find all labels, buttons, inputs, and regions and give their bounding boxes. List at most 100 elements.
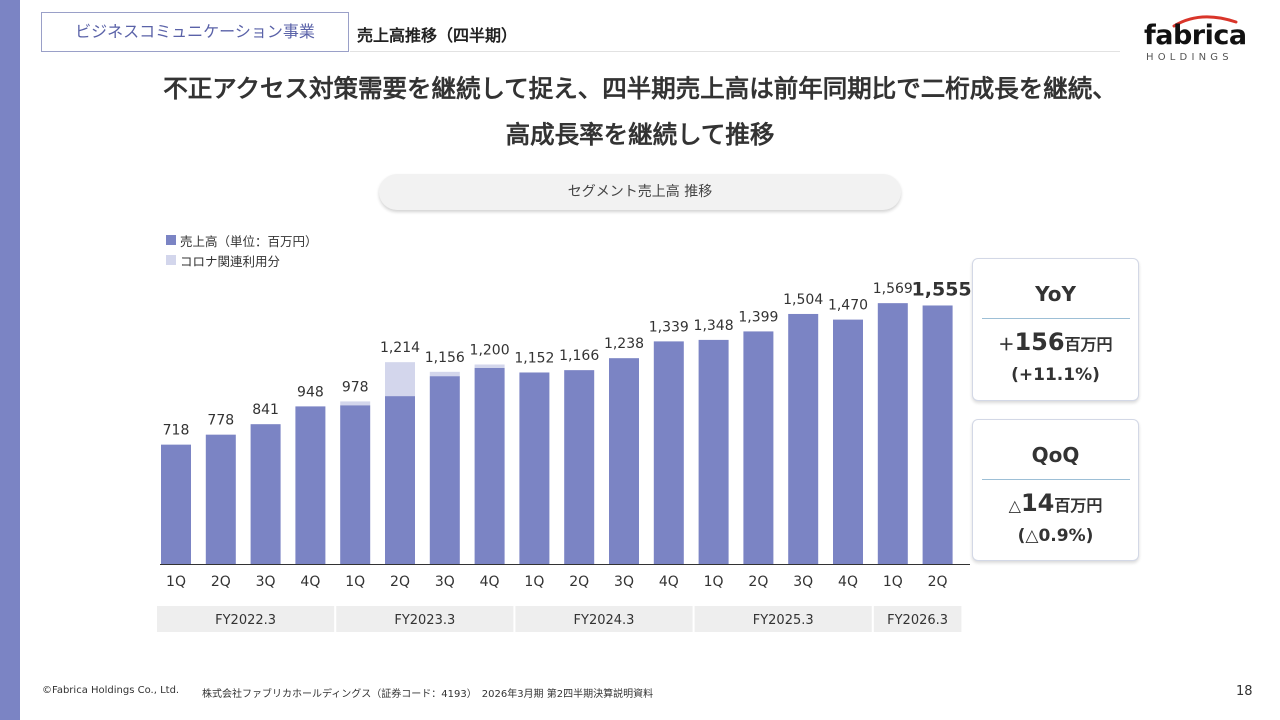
x-tick-label: 3Q (435, 574, 455, 590)
bar-revenue (340, 405, 371, 564)
revenue-bar-chart: 718 1Q 778 2Q 841 3Q 948 4Q 978 1Q 1,214 2Q 1,156 3Q 1… (157, 278, 972, 632)
bar-revenue (743, 331, 774, 564)
logo-arc-icon (1172, 15, 1238, 28)
kpi-qoq-number: 14 (1020, 489, 1055, 517)
bar-value-label: 1,569 (873, 281, 913, 297)
legend-swatch-revenue (166, 235, 176, 245)
fiscal-year-label: FY2026.3 (887, 613, 948, 628)
kpi-yoy-unit: 百万円 (1064, 335, 1113, 354)
bar-value-label: 1,152 (514, 350, 554, 366)
bar-revenue (653, 341, 684, 564)
bar-revenue (161, 444, 191, 564)
bar-value-label: 1,214 (380, 340, 420, 356)
kpi-qoq-value: △14百万円 (973, 488, 1138, 518)
bar-value-label: 1,470 (828, 298, 868, 314)
headline-line-2: 高成長率を継続して推移 (505, 120, 775, 149)
x-tick-label: 1Q (704, 574, 724, 590)
fiscal-year-label: FY2023.3 (394, 613, 455, 628)
bar-revenue (474, 367, 505, 564)
bar-revenue (877, 303, 908, 564)
kpi-qoq-prefix: △ (1008, 496, 1021, 515)
legend-swatch-corona (166, 255, 176, 265)
fiscal-year-band (515, 606, 693, 632)
kpi-yoy-number: 156 (1014, 328, 1065, 356)
bar-revenue (698, 339, 729, 564)
x-tick-label: 4Q (659, 574, 679, 590)
page-topic: 売上高推移（四半期） (357, 26, 518, 45)
bar-revenue (519, 372, 550, 564)
x-tick-label: 3Q (614, 574, 634, 590)
bar-corona (474, 364, 505, 368)
bar-revenue (609, 358, 639, 564)
x-tick-label: 3Q (256, 574, 276, 590)
x-tick-label: 2Q (390, 574, 410, 590)
bar-value-label: 778 (207, 413, 234, 429)
fiscal-year-band (336, 606, 514, 632)
bar-value-label: 1,339 (649, 319, 689, 335)
kpi-card-qoq: QoQ △14百万円 (△0.9%) (972, 419, 1139, 561)
header-divider (350, 51, 1120, 52)
x-tick-label: 2Q (211, 574, 231, 590)
bar-revenue (295, 406, 326, 564)
bar-corona (340, 401, 371, 406)
x-tick-label: 1Q (166, 574, 186, 590)
x-tick-label: 1Q (345, 574, 365, 590)
x-tick-label: 4Q (480, 574, 500, 590)
company-logo: fabrica HOLDINGS (1144, 10, 1247, 63)
x-tick-label: 4Q (838, 574, 858, 590)
bar-revenue (385, 396, 415, 564)
fiscal-year-band (694, 606, 872, 632)
x-tick-label: 1Q (524, 574, 544, 590)
footer-copyright: ©Fabrica Holdings Co., Ltd. (42, 685, 180, 696)
logo-wordmark: fabrica (1144, 20, 1247, 51)
bar-corona (385, 362, 415, 397)
fiscal-year-label: FY2024.3 (574, 613, 635, 628)
fiscal-year-label: FY2022.3 (215, 613, 276, 628)
x-tick-label: 2Q (569, 574, 589, 590)
bar-revenue (788, 313, 819, 564)
bar-value-label: 841 (252, 402, 279, 418)
bar-revenue (564, 370, 595, 564)
legend-item-corona: コロナ関連利用分 (166, 250, 318, 270)
side-accent-bar (0, 0, 20, 720)
bar-value-label: 1,399 (738, 309, 778, 325)
x-tick-label: 4Q (300, 574, 320, 590)
bar-corona (429, 371, 460, 377)
segment-tag: ビジネスコミュニケーション事業 (41, 12, 349, 52)
x-tick-label: 3Q (793, 574, 813, 590)
fiscal-year-band (873, 606, 962, 632)
bar-revenue (833, 319, 863, 564)
kpi-qoq-unit: 百万円 (1054, 496, 1103, 515)
x-tick-label: 2Q (928, 574, 948, 590)
kpi-yoy-value: ＋156百万円 (973, 327, 1138, 357)
legend-label-corona: コロナ関連利用分 (180, 253, 281, 269)
footer-description: 株式会社ファブリカホールディングス（証券コード：4193） 2026年3月期 第… (202, 689, 654, 700)
bar-value-label: 1,200 (470, 343, 510, 359)
kpi-qoq-title: QoQ (1031, 443, 1080, 467)
bar-value-label: 1,555 (912, 278, 972, 300)
bar-value-label: 1,348 (694, 318, 734, 334)
bar-revenue (429, 376, 460, 564)
bar-value-label: 718 (163, 423, 190, 439)
kpi-yoy-title: YoY (1035, 282, 1076, 306)
bar-value-label: 1,504 (783, 292, 823, 308)
kpi-yoy-percent: (+11.1%) (1011, 365, 1100, 385)
x-tick-label: 2Q (748, 574, 768, 590)
page-number: 18 (1236, 684, 1253, 699)
bar-value-label: 1,238 (604, 336, 644, 352)
bar-value-label: 1,156 (425, 350, 465, 366)
headline-line-1: 不正アクセス対策需要を継続して捉え、四半期売上高は前年同期比で二桁成長を継続、 (163, 74, 1117, 103)
kpi-qoq-percent: (△0.9%) (1017, 526, 1094, 546)
bar-value-label: 948 (297, 384, 324, 400)
legend-item-revenue: 売上高（単位：百万円） (166, 230, 318, 250)
x-tick-label: 1Q (883, 574, 903, 590)
fiscal-year-label: FY2025.3 (753, 613, 814, 628)
bar-revenue (250, 424, 281, 564)
fiscal-year-band (157, 606, 335, 632)
chart-legend: 売上高（単位：百万円） コロナ関連利用分 (166, 230, 318, 270)
legend-label-revenue: 売上高（単位：百万円） (180, 233, 318, 249)
bar-revenue (205, 434, 236, 564)
kpi-qoq-divider (981, 479, 1130, 480)
logo-subtext: HOLDINGS (1146, 52, 1233, 63)
bar-value-label: 1,166 (559, 348, 599, 364)
